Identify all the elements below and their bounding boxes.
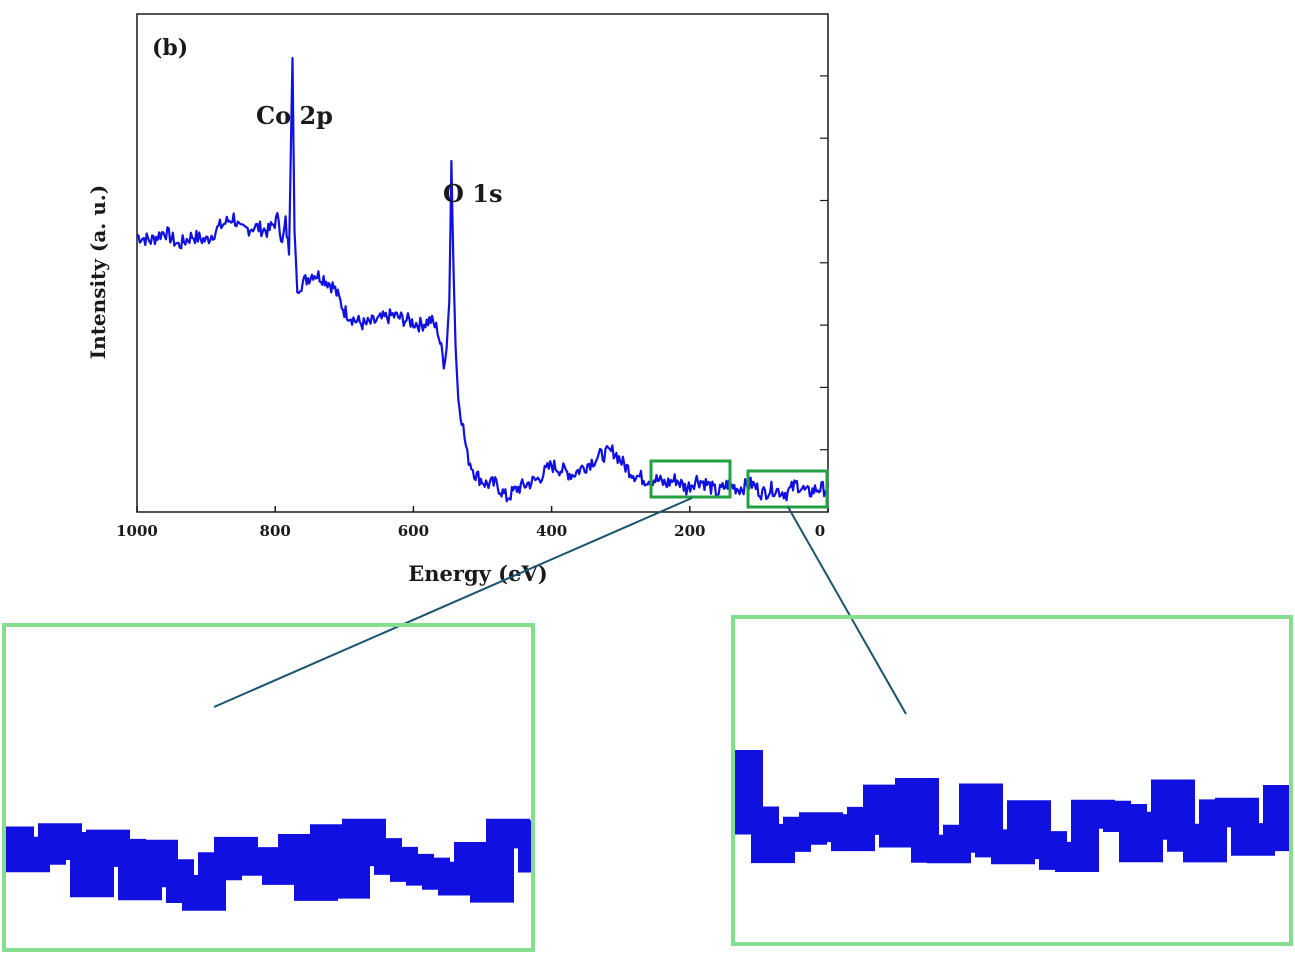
x-tick-label: 1000: [116, 522, 158, 540]
x-tick-label: 400: [536, 522, 567, 540]
zoom-connector-right: [787, 506, 907, 715]
x-axis-ticks: [136, 506, 829, 512]
zoom-inset-left-frame: [2, 623, 535, 952]
x-axis-tick-labels: 1000 800 600 400 200 0: [116, 522, 825, 540]
zoom-box-right: [746, 469, 829, 509]
zoom-connector-left: [213, 497, 693, 708]
zoom-box-left: [649, 459, 732, 499]
x-tick-label: 800: [260, 522, 291, 540]
zoom-inset-left: [2, 623, 535, 952]
zoom-inset-right-frame: [731, 615, 1293, 946]
panel-label: (b): [152, 35, 188, 61]
right-axis-ticks: [820, 75, 828, 451]
zoom-inset-left-trace: [4, 818, 533, 911]
y-axis-label: Intensity (a. u.): [86, 185, 110, 359]
peak-label-o1s: O 1s: [443, 179, 502, 208]
x-tick-label: 0: [815, 522, 825, 540]
spectrum-line: [136, 56, 830, 503]
peak-label-co2p: Co 2p: [256, 101, 333, 130]
x-tick-label: 600: [398, 522, 429, 540]
x-axis-label: Energy (eV): [408, 561, 547, 586]
plot-frame: [136, 13, 829, 513]
zoom-inset-right: [731, 615, 1293, 946]
zoom-inset-right-trace: [733, 750, 1291, 872]
x-tick-label: 200: [674, 522, 705, 540]
